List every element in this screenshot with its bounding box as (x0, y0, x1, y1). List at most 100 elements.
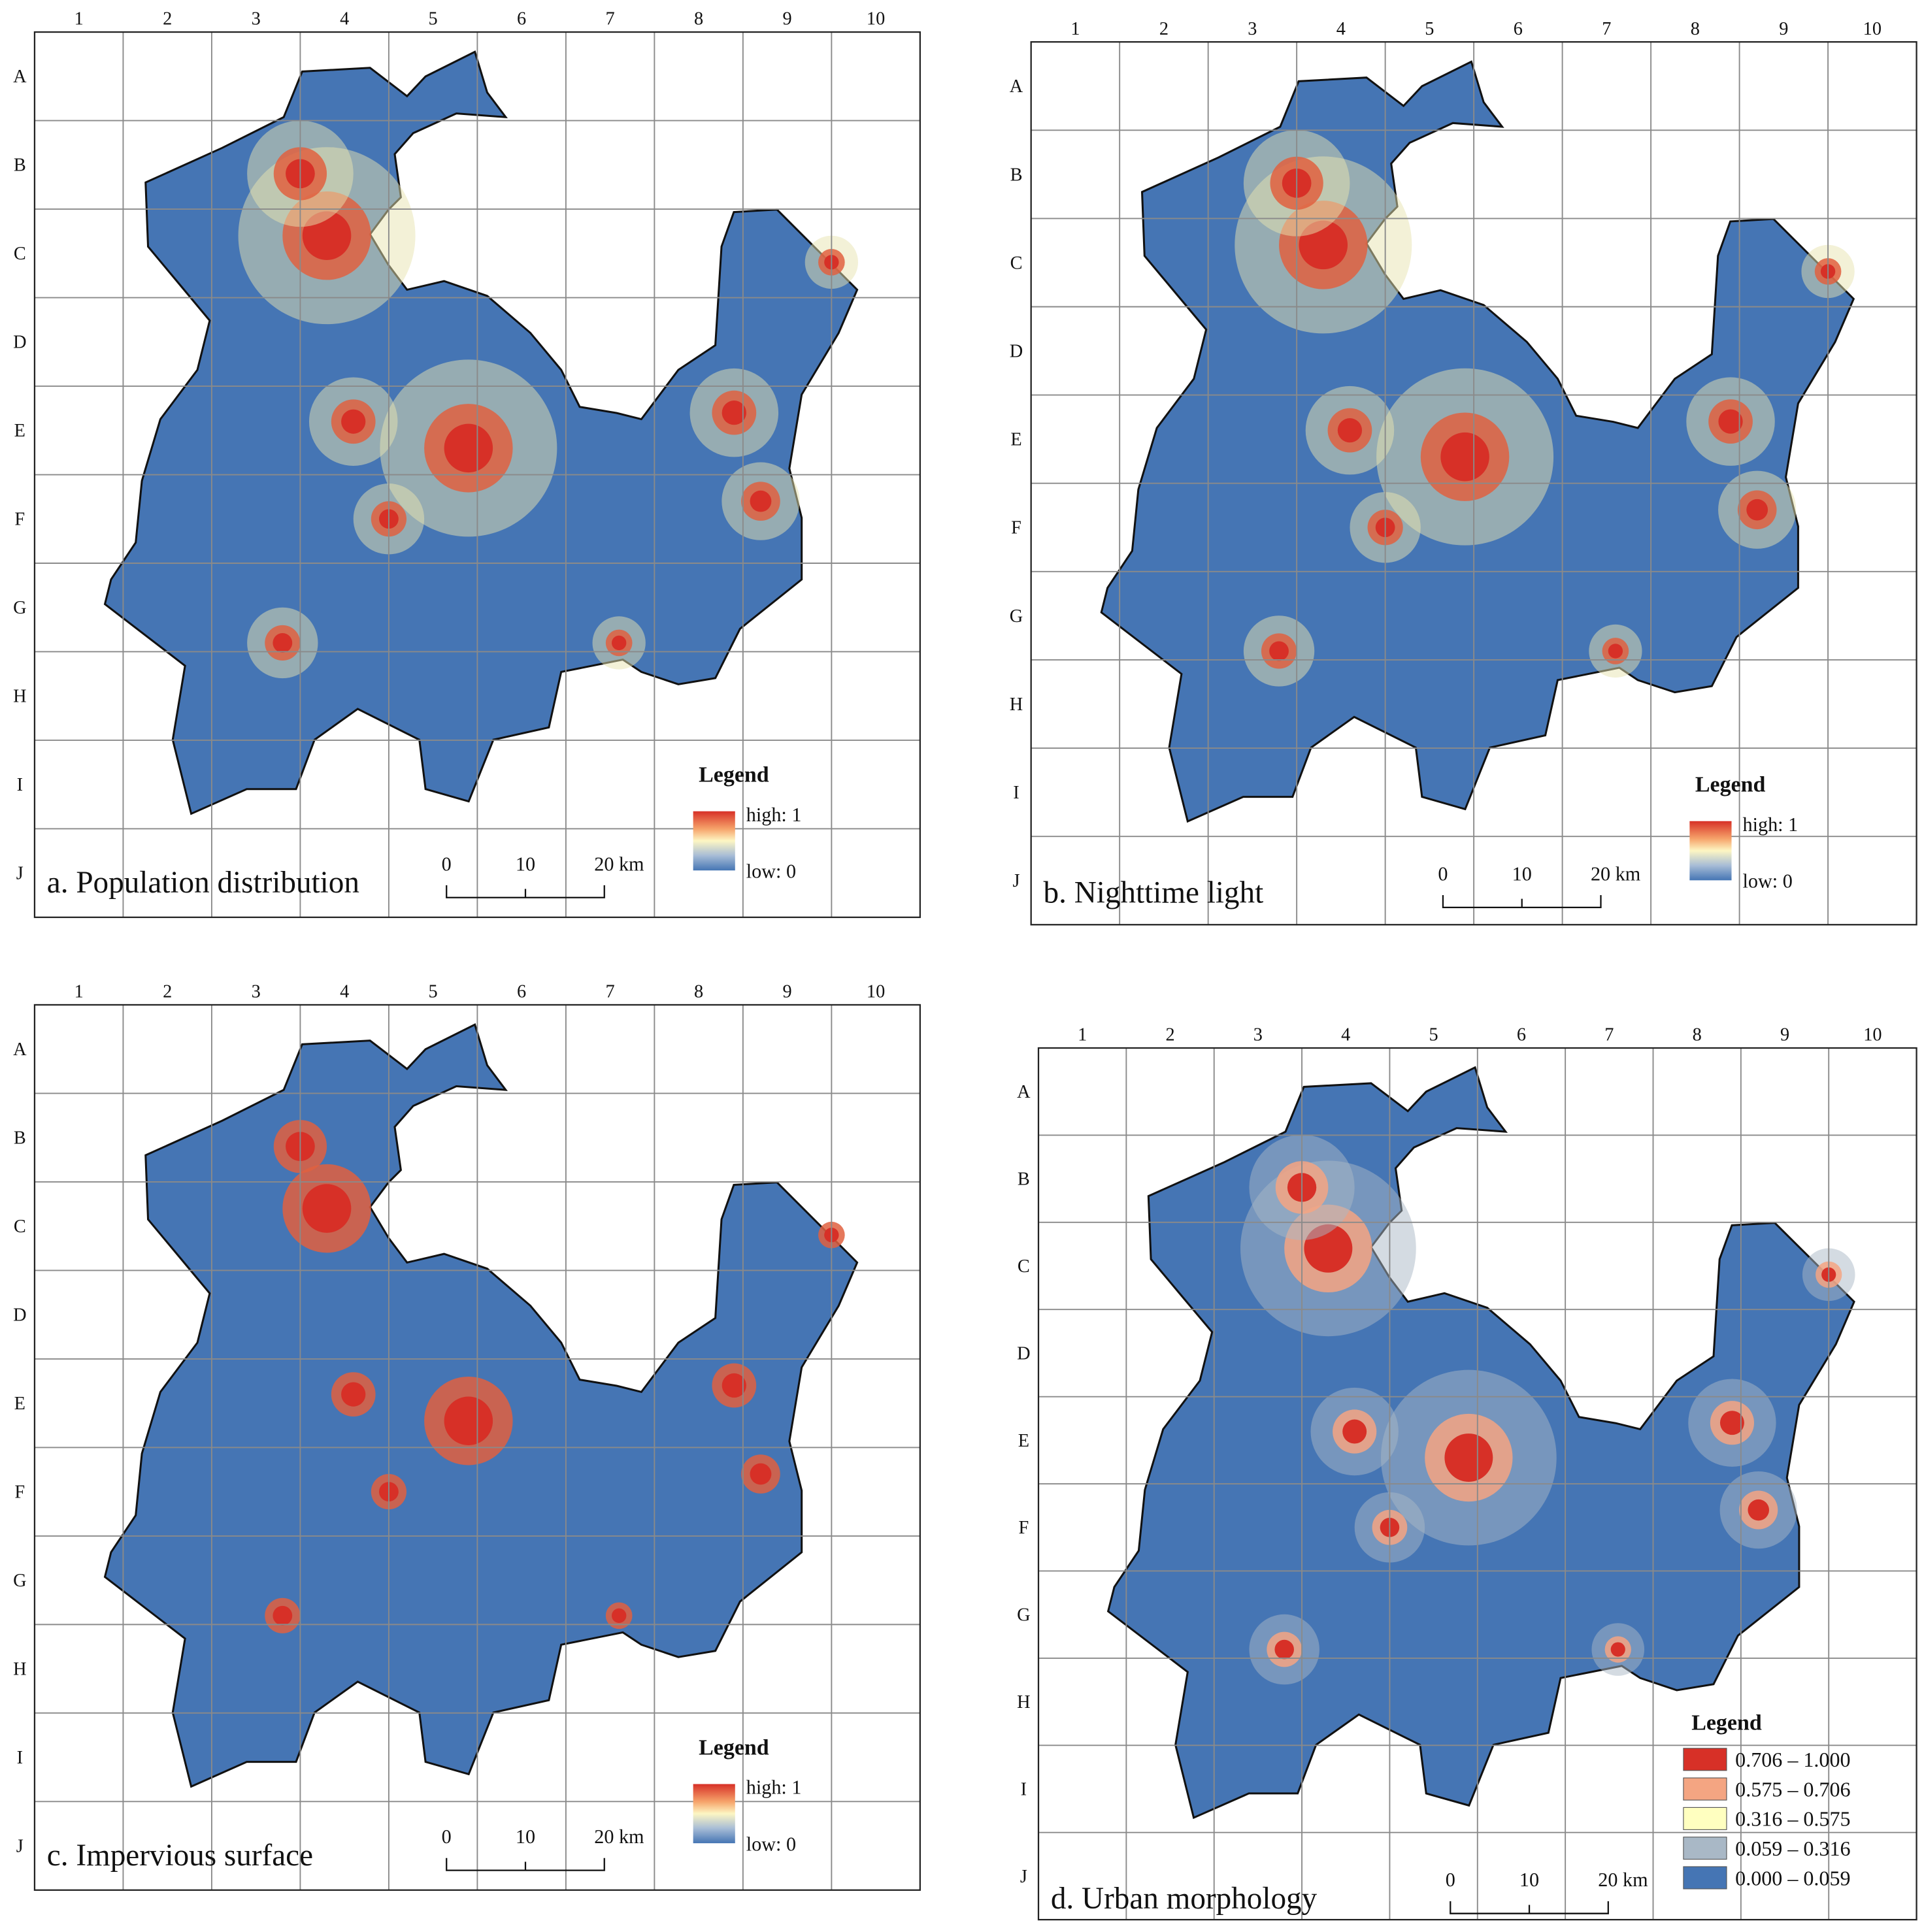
legend-title: Legend (699, 1735, 769, 1760)
row-label: D (13, 333, 26, 353)
legend-swatch (1683, 1837, 1727, 1860)
scale-label: 0 (1438, 862, 1448, 885)
scale-label: 0 (1446, 1869, 1455, 1891)
hotspot-core (1444, 1433, 1493, 1482)
column-label: 2 (163, 9, 172, 29)
legend-label: 0.316 – 0.575 (1735, 1807, 1850, 1831)
row-label: D (1017, 1343, 1030, 1364)
row-label: F (1018, 1518, 1029, 1538)
column-label: 1 (75, 9, 84, 29)
hotspot-core (1274, 1639, 1294, 1660)
hotspot-core (1718, 409, 1743, 434)
map-frame (33, 31, 921, 919)
legend-gradient (693, 811, 735, 871)
column-label: 8 (694, 982, 703, 1002)
panel-title: a. Population distribution (47, 866, 359, 900)
legend-label: 0.000 – 0.059 (1735, 1866, 1850, 1890)
column-label: 7 (1602, 19, 1611, 39)
row-label: A (13, 67, 27, 87)
column-label: 4 (340, 982, 349, 1002)
panel-title: c. Impervious surface (47, 1839, 313, 1873)
column-label: 3 (1253, 1025, 1263, 1045)
map-panel: 1 2 3 4 5 6 7 8 9 10 A B C D E F G H I J a. Population distr… (13, 9, 921, 919)
column-label: 3 (252, 982, 261, 1002)
hotspot-core (341, 1382, 366, 1407)
legend-high: high: 1 (746, 804, 802, 826)
row-label: E (1010, 430, 1021, 450)
hotspot-core (750, 490, 772, 512)
map-frame (1030, 41, 1917, 926)
legend-low: low: 0 (746, 1833, 796, 1855)
row-label: F (14, 1482, 25, 1503)
scale-label: 20 km (594, 1826, 644, 1848)
row-label: B (1010, 165, 1023, 185)
scale-label: 10 (516, 853, 535, 875)
scale-bar (446, 885, 605, 898)
row-label: H (1010, 695, 1023, 715)
row-label: C (14, 1217, 26, 1237)
column-label: 9 (1779, 19, 1788, 39)
hotspot-core (1337, 418, 1363, 443)
scale-label: 20 km (1591, 862, 1641, 885)
row-label: A (1010, 76, 1023, 97)
hotspot-core (1610, 1642, 1625, 1657)
column-label: 2 (1165, 1025, 1174, 1045)
hotspot-core (444, 1396, 493, 1446)
legend-swatch (1683, 1866, 1727, 1890)
legend-swatch (1683, 1807, 1727, 1830)
scale-bar (1442, 894, 1602, 908)
map-panel: 1 2 3 4 5 6 7 8 9 10 A B C D E F G H I J b. Nighttime light 0… (1010, 19, 1917, 926)
hotspot-core (273, 633, 293, 653)
legend-swatch (1683, 1777, 1727, 1801)
hotspot-core (1440, 432, 1489, 482)
panel-title: d. Urban morphology (1051, 1882, 1318, 1916)
row-label: H (1017, 1692, 1030, 1712)
row-label: J (16, 864, 24, 884)
column-label: 3 (252, 9, 261, 29)
row-label: B (14, 1128, 26, 1149)
legend-gradient (693, 1784, 735, 1844)
column-label: 5 (1425, 19, 1434, 39)
column-label: 1 (75, 982, 84, 1002)
legend-label: 0.059 – 0.316 (1735, 1837, 1850, 1860)
row-label: A (1017, 1082, 1031, 1102)
row-label: C (1018, 1256, 1030, 1277)
column-label: 9 (783, 982, 792, 1002)
column-label: 2 (163, 982, 172, 1002)
scale-label: 10 (516, 1826, 535, 1848)
column-label: 6 (1514, 19, 1523, 39)
column-label: 8 (1691, 19, 1700, 39)
legend-high: high: 1 (746, 1776, 802, 1799)
hotspot-core (302, 1184, 352, 1233)
map-panel: 1 2 3 4 5 6 7 8 9 10 A B C D E F G H I J c. Impervious surfa… (13, 982, 921, 1891)
column-label: 6 (517, 982, 526, 1002)
column-label: 9 (1780, 1025, 1789, 1045)
legend-low: low: 0 (1742, 870, 1792, 892)
row-label: J (1020, 1867, 1027, 1887)
row-label: A (13, 1040, 27, 1060)
column-label: 3 (1248, 19, 1257, 39)
column-label: 8 (694, 9, 703, 29)
column-label: 4 (1341, 1025, 1350, 1045)
column-label: 4 (340, 9, 349, 29)
column-label: 5 (1429, 1025, 1438, 1045)
scale-label: 20 km (594, 853, 644, 875)
column-label: 8 (1693, 1025, 1702, 1045)
row-label: F (1011, 518, 1021, 538)
column-label: 2 (1159, 19, 1169, 39)
column-label: 7 (606, 982, 615, 1002)
row-label: D (13, 1305, 26, 1326)
hotspot-core (341, 409, 366, 434)
row-label: I (1021, 1779, 1027, 1799)
legend-low: low: 0 (746, 860, 796, 883)
row-label: I (17, 1748, 23, 1768)
scale-label: 0 (442, 1826, 452, 1848)
column-label: 10 (1863, 19, 1882, 39)
row-label: C (14, 244, 26, 264)
column-label: 6 (517, 9, 526, 29)
row-label: H (13, 687, 26, 707)
column-label: 5 (429, 982, 438, 1002)
column-label: 5 (429, 9, 438, 29)
column-label: 7 (606, 9, 615, 29)
